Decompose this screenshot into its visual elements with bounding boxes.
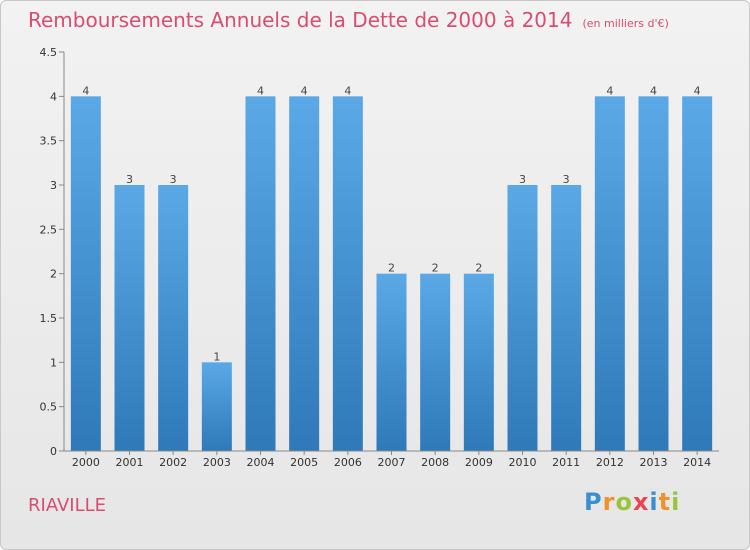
- bar-2014: [682, 96, 713, 451]
- bar-2008: [420, 273, 451, 451]
- data-label-2004: 4: [257, 84, 264, 97]
- x-tick-label-2003: 2003: [203, 456, 231, 469]
- y-tick-label: 1: [50, 356, 57, 369]
- x-tick-label-2014: 2014: [683, 456, 711, 469]
- y-tick-label: 1.5: [40, 312, 58, 325]
- y-tick-label: 2: [50, 268, 57, 281]
- x-tick-label-2002: 2002: [159, 456, 187, 469]
- x-tick-label-2001: 2001: [116, 456, 144, 469]
- proxiti-logo: Proxiti: [584, 488, 680, 516]
- data-label-2005: 4: [301, 84, 308, 97]
- data-label-2000: 4: [82, 84, 89, 97]
- x-tick-label-2005: 2005: [290, 456, 318, 469]
- y-axis: 0 0.5 1 1.5 2 2.5 3 3.5 4 4.5: [40, 46, 65, 458]
- logo-letter: x: [632, 488, 650, 516]
- bars-group: 4 3 3 1 4 4 4 2 2 2 3 3 4 4 4: [70, 84, 713, 451]
- data-label-2014: 4: [694, 84, 701, 97]
- bar-2012: [594, 96, 625, 451]
- logo-letter: o: [615, 488, 633, 516]
- x-tick-label-2006: 2006: [334, 456, 362, 469]
- data-label-2011: 3: [563, 173, 570, 186]
- data-label-2009: 2: [475, 262, 482, 275]
- x-tick-label-2013: 2013: [640, 456, 668, 469]
- x-tick-label-2012: 2012: [596, 456, 624, 469]
- x-tick-label-2010: 2010: [509, 456, 537, 469]
- x-tick-label-2000: 2000: [72, 456, 100, 469]
- x-tick-label-2011: 2011: [552, 456, 580, 469]
- bar-2006: [332, 96, 363, 451]
- x-tick-label-2009: 2009: [465, 456, 493, 469]
- logo-letter: i: [671, 488, 681, 516]
- x-tick-label-2007: 2007: [378, 456, 406, 469]
- data-label-2010: 3: [519, 173, 526, 186]
- bar-2009: [463, 273, 494, 451]
- logo-letter: r: [602, 488, 616, 516]
- y-tick-label: 3.5: [40, 135, 58, 148]
- logo-letter: t: [658, 488, 672, 516]
- bar-2004: [245, 96, 276, 451]
- bar-2010: [507, 185, 538, 451]
- bar-2011: [551, 185, 582, 451]
- data-label-2012: 4: [606, 84, 613, 97]
- data-label-2002: 3: [170, 173, 177, 186]
- data-label-2008: 2: [432, 262, 439, 275]
- data-label-2007: 2: [388, 262, 395, 275]
- x-tick-label-2008: 2008: [421, 456, 449, 469]
- bar-2001: [114, 185, 145, 451]
- y-tick-label: 2.5: [40, 223, 58, 236]
- data-label-2006: 4: [344, 84, 351, 97]
- y-tick-label: 0.5: [40, 401, 58, 414]
- location-name: RIAVILLE: [28, 495, 107, 516]
- y-tick-label: 0: [50, 445, 57, 458]
- data-label-2013: 4: [650, 84, 657, 97]
- chart-title: Remboursements Annuels de la Dette de 20…: [28, 8, 669, 32]
- logo-letter: i: [649, 488, 659, 516]
- bar-2005: [289, 96, 320, 451]
- y-tick-label: 4: [50, 90, 57, 103]
- y-tick-label: 4.5: [40, 46, 58, 59]
- x-tick-label-2004: 2004: [247, 456, 275, 469]
- logo-letter: P: [584, 488, 603, 516]
- x-axis: 2000 2001 2002 2003 2004 2005 2006 2007 2008 2009…: [64, 450, 719, 469]
- chart-subtitle: (en milliers d'€): [582, 17, 669, 30]
- data-label-2003: 1: [213, 350, 220, 363]
- bar-2003: [201, 362, 232, 451]
- y-tick-label: 3: [50, 179, 57, 192]
- bar-2013: [638, 96, 669, 451]
- bar-2007: [376, 273, 407, 451]
- bar-2002: [158, 185, 189, 451]
- data-label-2001: 3: [126, 173, 133, 186]
- bar-2000: [70, 96, 101, 451]
- chart-title-main: Remboursements Annuels de la Dette de 20…: [28, 8, 573, 32]
